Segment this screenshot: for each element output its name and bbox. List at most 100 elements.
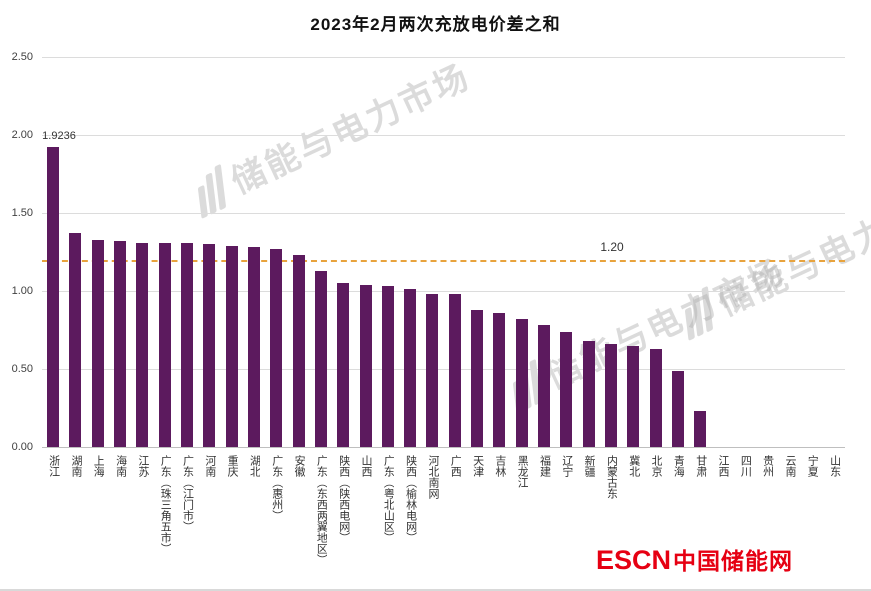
bar-广东（惠州） bbox=[270, 248, 283, 447]
x-label-slot: 广东（东西两翼地区） bbox=[310, 455, 332, 581]
bar-value-label: 1.9236 bbox=[42, 129, 76, 142]
x-axis-label: 安徽 bbox=[293, 455, 306, 477]
x-label-slot: 黑龙江 bbox=[511, 455, 533, 581]
x-axis-label: 江苏 bbox=[136, 455, 149, 477]
bar-重庆 bbox=[225, 245, 238, 447]
y-axis-label: 0.00 bbox=[11, 441, 33, 453]
bar-海南 bbox=[114, 241, 127, 447]
bar-青海 bbox=[671, 370, 684, 447]
x-label-slot: 贵州 bbox=[756, 455, 778, 581]
bar-slot bbox=[533, 57, 555, 447]
y-axis-label: 0.50 bbox=[11, 363, 33, 375]
bar-slot bbox=[310, 57, 332, 447]
x-axis-label: 上海 bbox=[92, 455, 105, 477]
x-axis-label: 重庆 bbox=[226, 455, 239, 477]
x-label-slot: 重庆 bbox=[221, 455, 243, 581]
x-label-slot: 湖北 bbox=[243, 455, 265, 581]
bar-黑龙江 bbox=[515, 319, 528, 447]
x-axis-label: 陕西（榆林电网） bbox=[404, 455, 417, 543]
x-axis-label: 广东（粤北山区） bbox=[382, 455, 395, 543]
bar-甘肃 bbox=[694, 411, 707, 447]
gridline bbox=[42, 369, 845, 370]
bar-福建 bbox=[538, 325, 551, 447]
x-axis-label: 云南 bbox=[783, 455, 796, 477]
escn-logo-text-zh: 中国储能网 bbox=[673, 548, 793, 574]
y-axis-label: 1.00 bbox=[11, 285, 33, 297]
bar-slot bbox=[377, 57, 399, 447]
x-axis-label: 内蒙古东 bbox=[605, 455, 618, 499]
escn-logo: ESCN 中国储能网 bbox=[596, 542, 793, 576]
bar-浙江 bbox=[47, 146, 60, 447]
bar-slot bbox=[644, 57, 666, 447]
x-label-slot: 云南 bbox=[778, 455, 800, 581]
gridlines bbox=[42, 57, 845, 448]
bars bbox=[42, 57, 845, 447]
x-axis-label: 河南 bbox=[203, 455, 216, 477]
y-axis-label: 2.50 bbox=[11, 51, 33, 63]
x-label-slot: 陕西（榆林电网） bbox=[399, 455, 421, 581]
bar-slot bbox=[421, 57, 443, 447]
x-label-slot: 青海 bbox=[667, 455, 689, 581]
bar-slot bbox=[221, 57, 243, 447]
x-label-slot: 江苏 bbox=[131, 455, 153, 581]
bar-slot bbox=[488, 57, 510, 447]
gridline bbox=[42, 213, 845, 214]
bar-辽宁 bbox=[560, 331, 573, 447]
x-axis-label: 冀北 bbox=[627, 455, 640, 477]
x-axis-label: 贵州 bbox=[761, 455, 774, 477]
bar-slot bbox=[756, 57, 778, 447]
x-axis-label: 广东（惠州） bbox=[270, 455, 283, 521]
x-axis-label: 广东（东西两翼地区） bbox=[315, 455, 328, 565]
x-axis-label: 陕西（陕西电网） bbox=[337, 455, 350, 543]
x-label-slot: 广东（惠州） bbox=[265, 455, 287, 581]
x-label-slot: 上海 bbox=[87, 455, 109, 581]
chart-title: 2023年2月两次充放电价差之和 bbox=[310, 15, 561, 34]
x-axis-label: 浙江 bbox=[47, 455, 60, 477]
x-axis-label: 山东 bbox=[828, 455, 841, 477]
bar-slot bbox=[109, 57, 131, 447]
x-label-slot: 浙江 bbox=[42, 455, 64, 581]
bar-河南 bbox=[203, 244, 216, 447]
bar-湖南 bbox=[69, 233, 82, 447]
x-label-slot: 海南 bbox=[109, 455, 131, 581]
x-axis-label: 海南 bbox=[114, 455, 127, 477]
x-label-slot: 河北南网 bbox=[421, 455, 443, 581]
gridline bbox=[42, 135, 845, 136]
x-axis-label: 辽宁 bbox=[560, 455, 573, 477]
x-label-slot: 江西 bbox=[711, 455, 733, 581]
x-label-slot: 河南 bbox=[198, 455, 220, 581]
gridline bbox=[42, 57, 845, 58]
bar-slot bbox=[622, 57, 644, 447]
bar-slot bbox=[511, 57, 533, 447]
x-axis-label: 黑龙江 bbox=[516, 455, 529, 488]
reference-line-label: 1.20 bbox=[600, 239, 624, 254]
x-label-slot: 四川 bbox=[734, 455, 756, 581]
x-label-slot: 北京 bbox=[644, 455, 666, 581]
x-label-slot: 安徽 bbox=[287, 455, 309, 581]
x-axis-label: 宁夏 bbox=[806, 455, 819, 477]
bar-slot bbox=[42, 57, 64, 447]
bar-slot bbox=[711, 57, 733, 447]
x-axis-label: 天津 bbox=[471, 455, 484, 477]
x-label-slot: 吉林 bbox=[488, 455, 510, 581]
x-label-slot: 辽宁 bbox=[555, 455, 577, 581]
bar-吉林 bbox=[493, 312, 506, 447]
x-axis-label: 四川 bbox=[739, 455, 752, 477]
bar-slot bbox=[198, 57, 220, 447]
bar-广东（粤北山区） bbox=[381, 286, 394, 447]
bar-新疆 bbox=[582, 340, 595, 447]
bar-天津 bbox=[471, 309, 484, 447]
bar-江苏 bbox=[136, 242, 149, 447]
bar-slot bbox=[689, 57, 711, 447]
bar-slot bbox=[154, 57, 176, 447]
x-label-slot: 天津 bbox=[466, 455, 488, 581]
bar-slot bbox=[734, 57, 756, 447]
x-label-slot: 广东（江门市） bbox=[176, 455, 198, 581]
x-axis-label: 广东（珠三角五市） bbox=[159, 455, 172, 554]
bar-山西 bbox=[359, 284, 372, 447]
x-label-slot: 广西 bbox=[444, 455, 466, 581]
x-axis-label: 广西 bbox=[449, 455, 462, 477]
bar-slot bbox=[823, 57, 845, 447]
x-axis-label: 湖南 bbox=[69, 455, 82, 477]
bar-slot bbox=[287, 57, 309, 447]
